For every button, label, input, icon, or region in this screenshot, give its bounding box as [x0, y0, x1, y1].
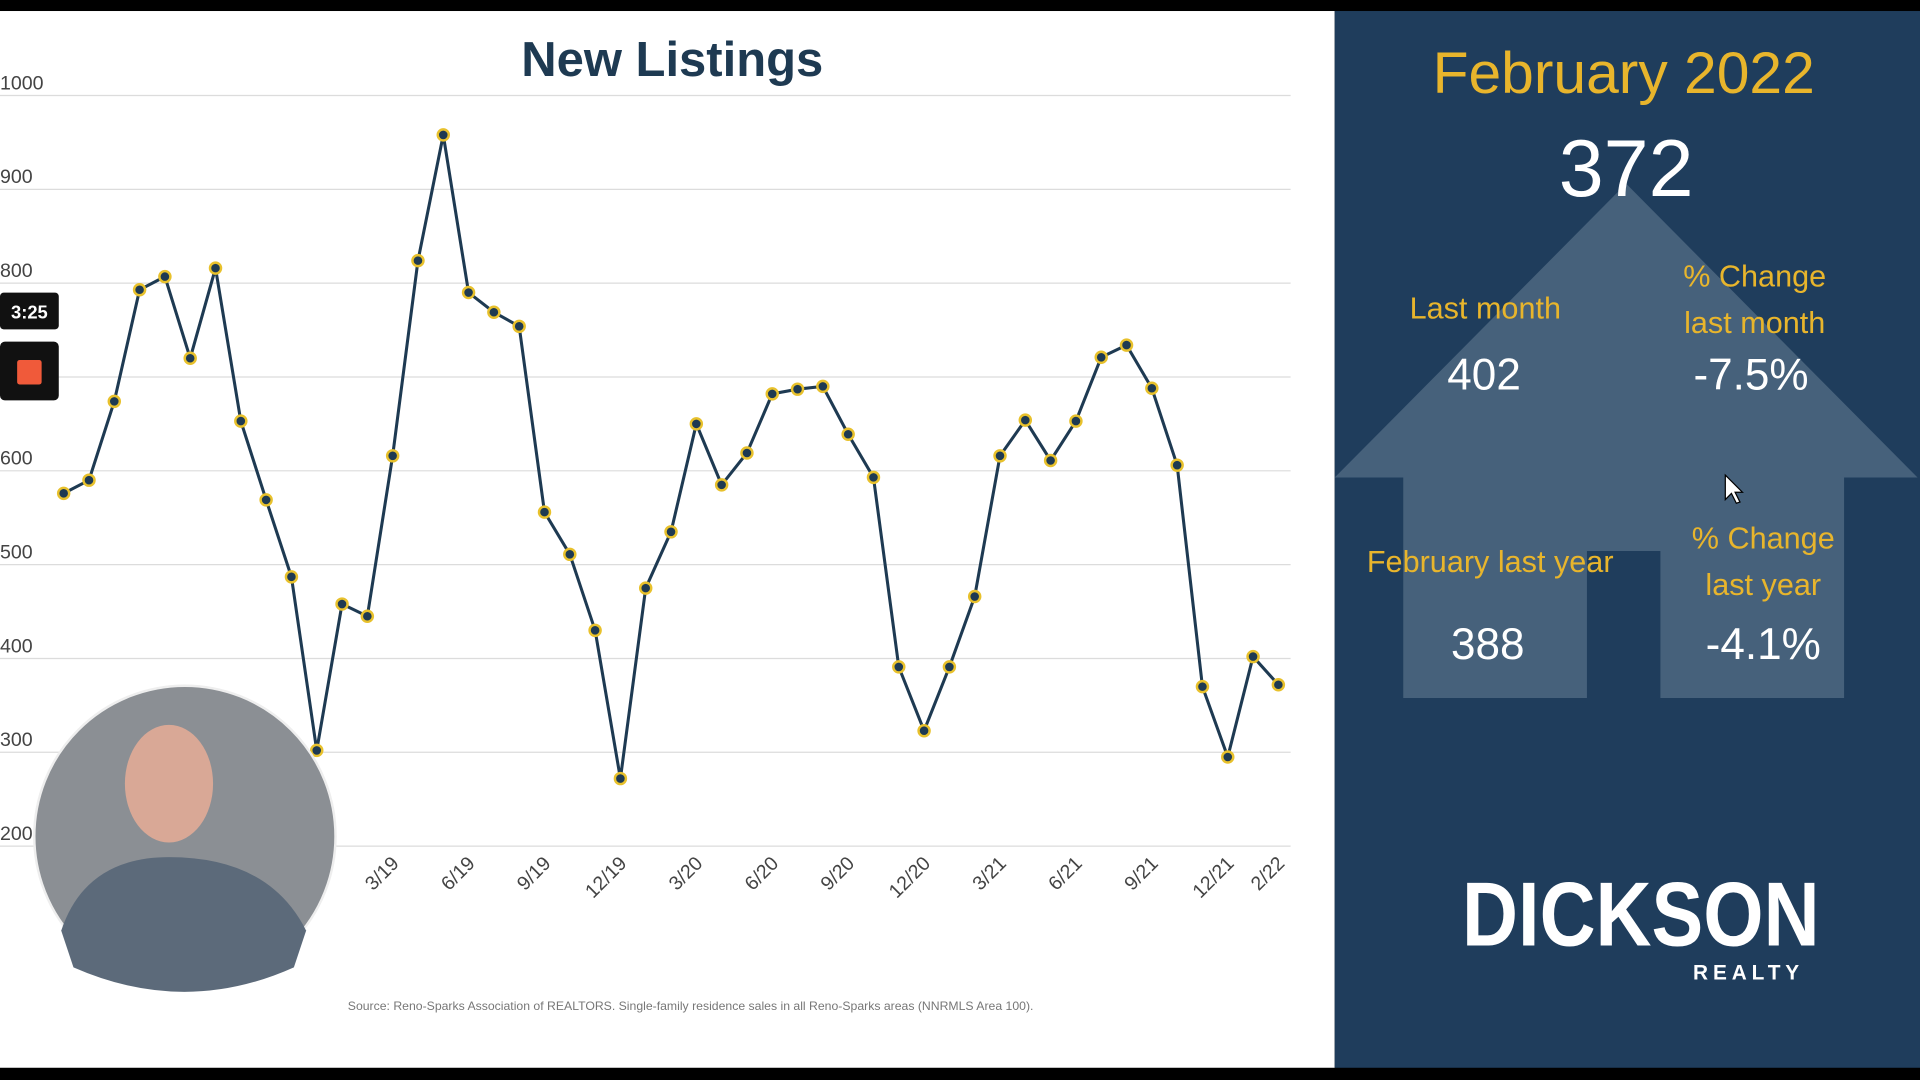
timer: 3:25	[11, 301, 48, 322]
data-point	[866, 470, 881, 485]
y-tick-label: 500	[0, 542, 33, 564]
last-month-value: 402	[1447, 350, 1521, 399]
webcam-body	[61, 857, 307, 992]
source-note: Source: Reno-Sparks Association of REALT…	[348, 999, 1034, 1013]
current-value: 372	[1559, 124, 1694, 214]
change-month-value: -7.5%	[1693, 350, 1808, 399]
data-point	[1069, 414, 1083, 428]
last-month-label: Last month	[1410, 291, 1561, 325]
data-point	[259, 493, 273, 507]
data-point	[841, 427, 855, 441]
data-point	[234, 414, 248, 428]
data-point	[537, 505, 552, 519]
data-point	[563, 547, 577, 562]
data-point	[942, 660, 957, 674]
data-point	[740, 446, 754, 460]
timer-badge	[0, 292, 59, 330]
data-point	[385, 449, 400, 463]
data-point	[183, 351, 197, 365]
data-point	[892, 660, 906, 674]
data-point	[993, 449, 1007, 463]
chart-title: New Listings	[521, 33, 823, 87]
change-month-label: last month	[1684, 306, 1825, 340]
data-point	[132, 282, 147, 297]
data-point	[461, 285, 476, 300]
panel-heading: February 2022	[1433, 41, 1815, 106]
data-point	[512, 319, 526, 334]
data-point	[816, 379, 830, 394]
data-point	[790, 382, 805, 396]
y-tick-label: 1000	[0, 72, 44, 94]
data-point	[588, 623, 602, 638]
data-point	[158, 269, 172, 284]
last-year-label: February last year	[1367, 545, 1614, 579]
change-year-label: % Change	[1692, 522, 1835, 556]
webcam-face	[124, 724, 214, 843]
y-tick-label: 900	[0, 166, 33, 188]
logo-sub: REALTY	[1693, 962, 1804, 985]
data-point	[917, 723, 931, 738]
data-point	[107, 394, 122, 409]
data-point	[638, 581, 653, 595]
y-tick-label: 800	[0, 260, 33, 282]
data-point	[714, 478, 729, 492]
data-point	[1195, 679, 1210, 694]
data-point	[689, 417, 704, 431]
data-point	[1271, 678, 1286, 692]
change-year-label: last year	[1705, 568, 1821, 602]
data-point	[1221, 750, 1235, 764]
data-point	[284, 570, 299, 584]
data-point	[1094, 350, 1108, 365]
data-point	[208, 261, 223, 275]
data-point	[1018, 413, 1033, 427]
data-point	[967, 589, 982, 604]
y-tick-label: 400	[0, 635, 33, 657]
last-year-value: 388	[1451, 620, 1525, 669]
data-point	[1145, 381, 1159, 395]
logo: DICKSON	[1462, 864, 1820, 965]
data-point	[436, 128, 450, 142]
data-point	[1170, 458, 1184, 472]
data-point	[487, 305, 501, 319]
y-tick-label: 200	[0, 823, 33, 845]
data-point	[56, 486, 71, 501]
change-month-label: % Change	[1683, 260, 1826, 294]
data-point	[335, 597, 349, 611]
data-point	[309, 743, 324, 758]
record-icon[interactable]	[17, 360, 42, 385]
data-point	[411, 253, 425, 268]
data-point	[613, 771, 628, 786]
data-point	[82, 473, 96, 487]
house-shape	[1334, 183, 1918, 698]
data-point	[664, 525, 678, 539]
cursor	[1724, 473, 1744, 505]
data-point	[1246, 649, 1260, 664]
data-point	[765, 387, 779, 401]
data-point	[360, 609, 375, 623]
data-point	[1119, 338, 1134, 352]
y-tick-label: 300	[0, 729, 33, 751]
change-year-value: -4.1%	[1706, 620, 1821, 669]
y-tick-label: 600	[0, 448, 33, 470]
data-point	[1043, 453, 1058, 468]
